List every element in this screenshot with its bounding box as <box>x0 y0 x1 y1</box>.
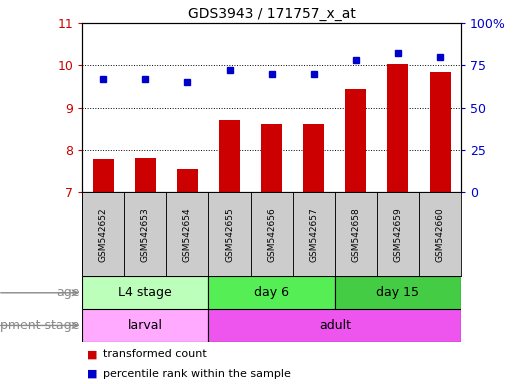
Bar <box>303 124 324 192</box>
Text: GSM542653: GSM542653 <box>141 207 150 262</box>
Text: larval: larval <box>128 319 163 332</box>
Bar <box>93 159 114 192</box>
Text: GSM542656: GSM542656 <box>267 207 276 262</box>
Text: ■: ■ <box>87 349 98 359</box>
Title: GDS3943 / 171757_x_at: GDS3943 / 171757_x_at <box>188 7 356 21</box>
Bar <box>429 71 450 192</box>
Text: GSM542654: GSM542654 <box>183 207 192 262</box>
Text: L4 stage: L4 stage <box>118 286 172 299</box>
Text: GSM542659: GSM542659 <box>393 207 402 262</box>
Bar <box>82 192 124 276</box>
Text: ■: ■ <box>87 369 98 379</box>
Bar <box>346 89 366 192</box>
Bar <box>261 124 282 192</box>
Text: day 6: day 6 <box>254 286 289 299</box>
Text: GSM542658: GSM542658 <box>351 207 360 262</box>
Text: GSM542657: GSM542657 <box>309 207 318 262</box>
Bar <box>335 276 461 309</box>
Bar <box>219 120 240 192</box>
Bar <box>387 65 409 192</box>
Text: GSM542652: GSM542652 <box>99 207 108 262</box>
Text: GSM542660: GSM542660 <box>436 207 445 262</box>
Bar <box>82 309 208 342</box>
Text: day 15: day 15 <box>376 286 419 299</box>
Bar <box>251 192 293 276</box>
Text: percentile rank within the sample: percentile rank within the sample <box>103 369 291 379</box>
Bar <box>82 276 208 309</box>
Text: transformed count: transformed count <box>103 349 207 359</box>
Bar <box>377 192 419 276</box>
Bar <box>208 309 461 342</box>
Bar <box>208 276 335 309</box>
Text: age: age <box>56 286 80 299</box>
Text: GSM542655: GSM542655 <box>225 207 234 262</box>
Bar <box>135 158 156 192</box>
Bar <box>335 192 377 276</box>
Bar <box>166 192 208 276</box>
Bar <box>419 192 461 276</box>
Bar <box>208 192 251 276</box>
Bar <box>293 192 335 276</box>
Bar <box>177 169 198 192</box>
Text: adult: adult <box>319 319 351 332</box>
Bar <box>124 192 166 276</box>
Text: development stage: development stage <box>0 319 80 332</box>
